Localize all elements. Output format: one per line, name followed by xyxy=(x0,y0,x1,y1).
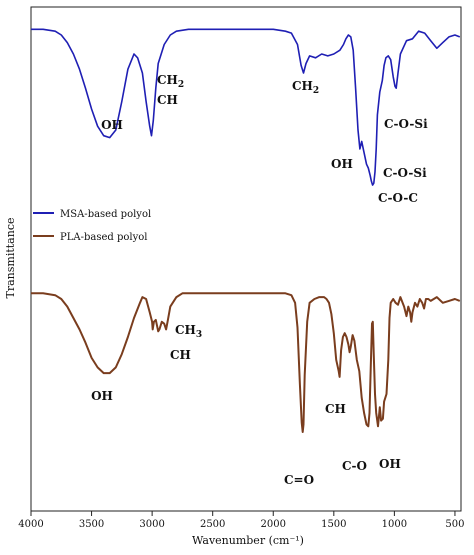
peak-label-msa: CH2 xyxy=(292,79,319,96)
x-tick-label: 2000 xyxy=(261,519,286,530)
y-axis-label: Transmittance xyxy=(4,218,17,299)
peak-label-msa: C-O-Si xyxy=(384,117,428,131)
x-tick-label: 2500 xyxy=(200,519,225,530)
peak-label-msa: C-O-Si xyxy=(383,166,427,180)
peak-label-pla: OH xyxy=(91,389,113,403)
legend: MSA-based polyol PLA-based polyol xyxy=(33,209,151,243)
x-tick-label: 3000 xyxy=(139,519,164,530)
x-tick-label: 4000 xyxy=(18,519,43,530)
x-tick-label: 1500 xyxy=(321,519,346,530)
pla-panel: OH CH3 CH CH C=O C-O OH xyxy=(31,292,461,487)
plot-frame xyxy=(30,6,462,512)
peak-label-pla: OH xyxy=(379,457,401,471)
msa-panel: OH CH2 CH CH2 C-O-Si OH C-O-Si C-O-C xyxy=(31,28,461,205)
peak-label-msa: OH xyxy=(331,157,353,171)
x-axis-ticks: 4000 3500 3000 2500 2000 1500 1000 500 xyxy=(18,511,464,530)
peak-label-pla: C=O xyxy=(284,473,314,487)
x-tick-label: 500 xyxy=(445,519,464,530)
legend-label: PLA-based polyol xyxy=(60,232,147,243)
peak-label-pla: C-O xyxy=(342,459,367,473)
x-tick-label: 3500 xyxy=(79,519,104,530)
series-line-msa xyxy=(31,28,461,186)
peak-label-msa: OH xyxy=(101,118,123,132)
legend-label: MSA-based polyol xyxy=(60,209,151,220)
x-tick-label: 1000 xyxy=(382,519,407,530)
peak-label-msa: C-O-C xyxy=(378,191,418,205)
peak-label-msa: CH xyxy=(157,93,178,107)
peak-label-msa: CH2 xyxy=(157,73,184,90)
peak-label-pla: CH xyxy=(170,348,191,362)
peak-label-pla: CH3 xyxy=(175,323,202,340)
peak-label-pla: CH xyxy=(325,402,346,416)
x-axis-label: Wavenumber (cm⁻¹) xyxy=(192,534,304,547)
series-line-pla xyxy=(31,292,461,433)
